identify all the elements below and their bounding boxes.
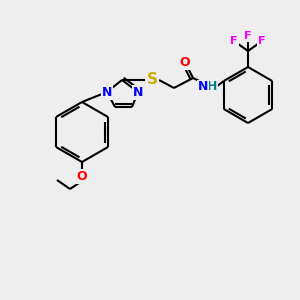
Text: H: H xyxy=(207,80,217,94)
Text: N: N xyxy=(133,85,143,98)
Text: S: S xyxy=(146,73,158,88)
Text: O: O xyxy=(77,169,87,182)
Text: N: N xyxy=(102,85,112,98)
Text: F: F xyxy=(258,36,266,46)
Text: O: O xyxy=(180,56,190,68)
Text: F: F xyxy=(244,31,252,41)
Text: N: N xyxy=(198,80,208,94)
Text: F: F xyxy=(230,36,238,46)
